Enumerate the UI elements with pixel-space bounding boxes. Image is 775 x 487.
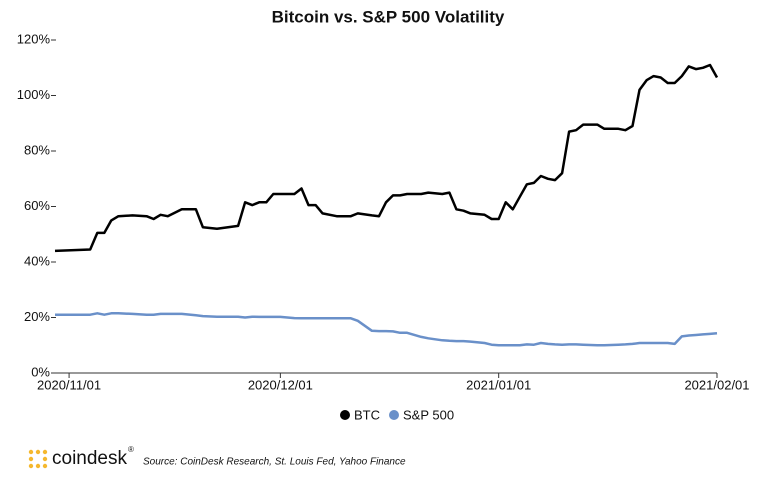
y-tick-label: 120% xyxy=(17,31,51,46)
x-tick-label: 2020/11/01 xyxy=(37,377,101,392)
brand: coindesk xyxy=(52,448,127,469)
series-line xyxy=(55,312,718,347)
y-tick-label: 20% xyxy=(24,309,50,324)
logo-icon xyxy=(28,449,48,469)
chart-title: Bitcoin vs. S&P 500 Volatility xyxy=(272,7,505,26)
source: Source: CoinDesk Research, St. Louis Fed… xyxy=(143,457,406,468)
y-tick-label: 40% xyxy=(24,253,50,268)
x-tick-label: 2020/12/01 xyxy=(248,377,313,392)
y-tick-label: 100% xyxy=(17,87,51,102)
y-tick-label: 80% xyxy=(24,142,50,157)
legend-label: S&P 500 xyxy=(403,407,454,422)
y-tick-label: 0% xyxy=(31,364,50,379)
legend-marker xyxy=(389,410,399,420)
series-line xyxy=(54,63,719,253)
x-tick-label: 2021/02/01 xyxy=(684,377,749,392)
brand-mark: ® xyxy=(128,445,134,454)
y-tick-label: 60% xyxy=(24,198,50,213)
legend-marker xyxy=(340,410,350,420)
x-tick-label: 2021/01/01 xyxy=(466,377,531,392)
legend-label: BTC xyxy=(354,407,380,422)
